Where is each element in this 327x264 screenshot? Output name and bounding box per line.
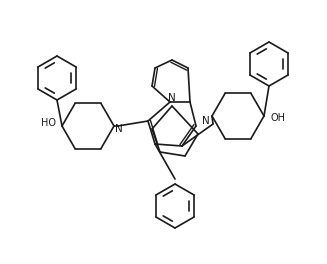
Text: OH: OH bbox=[270, 113, 285, 123]
Text: N: N bbox=[115, 124, 123, 134]
Text: N: N bbox=[202, 116, 210, 126]
Text: HO: HO bbox=[41, 118, 56, 128]
Text: N: N bbox=[168, 93, 176, 103]
